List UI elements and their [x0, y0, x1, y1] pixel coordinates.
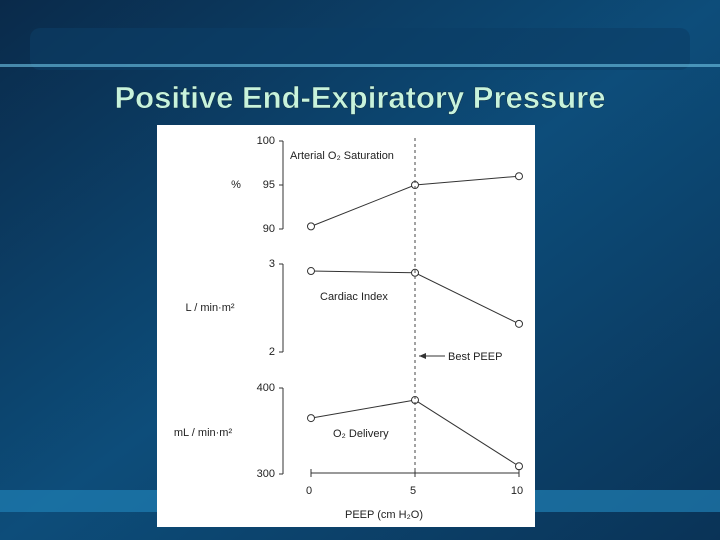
y-axis-label: % [231, 179, 241, 191]
data-point [307, 222, 315, 231]
decor-band [30, 28, 690, 70]
y-tick-label: 300 [257, 468, 275, 480]
y-tick-label: 400 [257, 382, 275, 394]
y-axis-label: mL / min·m² [174, 427, 233, 439]
slide-title: Positive End-Expiratory Pressure [114, 80, 605, 115]
y-tick-label: 3 [269, 258, 275, 270]
y-axis-label: L / min·m² [185, 302, 234, 314]
x-tick-label: 5 [410, 485, 416, 497]
data-point [515, 462, 523, 471]
x-axis-label: PEEP (cm H₂O) [345, 509, 423, 521]
panel-title: Arterial O₂ Saturation [290, 150, 394, 162]
panel-title: O₂ Delivery [333, 428, 389, 440]
y-tick-label: 100 [257, 135, 275, 147]
annotation: Best PEEP [448, 351, 502, 363]
panel-title: Cardiac Index [320, 291, 388, 303]
y-tick-label: 2 [269, 346, 275, 358]
data-point [307, 267, 315, 276]
chart-panel [157, 125, 535, 527]
y-tick-label: 90 [263, 223, 275, 235]
x-tick-label: 0 [306, 485, 312, 497]
data-point [515, 172, 523, 181]
x-tick-label: 10 [511, 485, 523, 497]
data-point [307, 414, 315, 423]
data-point [515, 319, 523, 328]
decor-line [0, 64, 720, 67]
y-tick-label: 95 [263, 179, 275, 191]
